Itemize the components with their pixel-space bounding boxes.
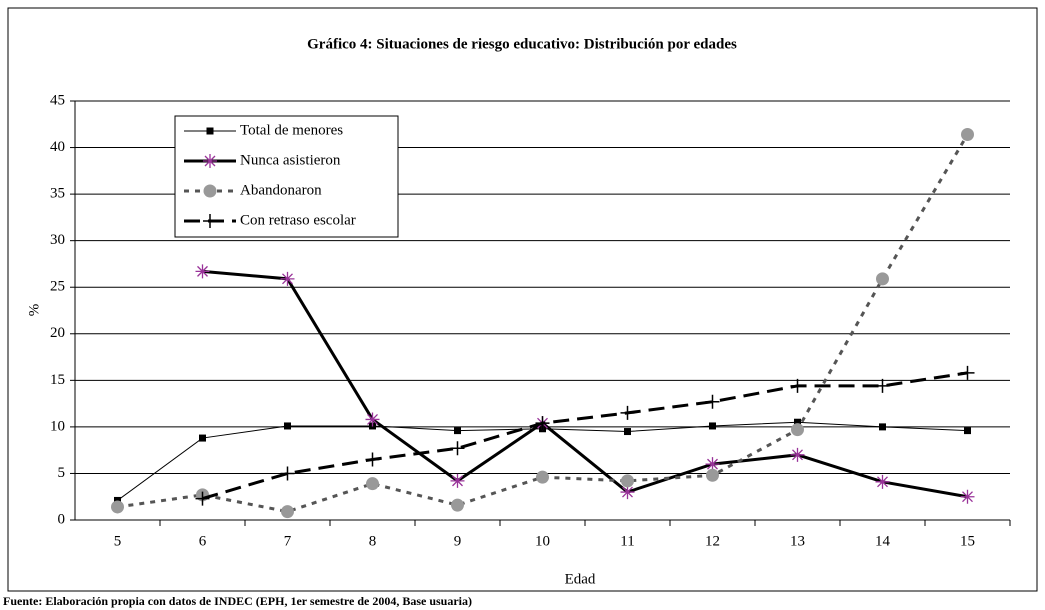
marker <box>876 272 889 286</box>
marker <box>706 468 719 482</box>
marker <box>284 422 291 430</box>
marker <box>535 416 550 431</box>
x-tick-label: 5 <box>114 533 122 549</box>
x-tick-label: 13 <box>790 533 805 549</box>
marker <box>199 434 206 442</box>
legend-label: Abandonaron <box>240 182 322 198</box>
y-tick-label: 5 <box>58 465 66 481</box>
marker <box>961 128 974 142</box>
marker <box>794 418 801 426</box>
marker <box>281 505 294 519</box>
marker <box>791 423 804 437</box>
marker <box>451 498 464 512</box>
marker <box>195 491 210 506</box>
marker <box>705 457 720 472</box>
y-tick-label: 20 <box>50 325 65 341</box>
marker <box>790 447 805 462</box>
marker <box>875 378 890 393</box>
source-note: Fuente: Elaboración propia con datos de … <box>3 594 472 608</box>
marker <box>365 412 380 427</box>
marker <box>365 452 380 467</box>
x-tick-label: 14 <box>875 533 891 549</box>
marker <box>705 394 720 409</box>
marker <box>709 422 716 430</box>
marker <box>454 427 461 435</box>
legend-box <box>174 115 399 238</box>
y-tick-label: 0 <box>58 511 66 527</box>
x-tick-label: 15 <box>960 533 975 549</box>
x-tick-label: 8 <box>369 533 377 549</box>
x-tick-label: 10 <box>535 533 550 549</box>
marker <box>280 271 295 286</box>
y-tick-label: 40 <box>50 139 65 155</box>
marker <box>624 428 631 436</box>
x-tick-label: 11 <box>620 533 634 549</box>
y-axis-label: % <box>26 304 42 317</box>
marker <box>620 485 635 500</box>
marker <box>450 473 465 488</box>
x-tick-label: 9 <box>454 533 462 549</box>
marker <box>206 127 214 135</box>
marker <box>203 184 217 198</box>
marker <box>366 477 379 491</box>
marker <box>620 405 635 420</box>
marker <box>195 264 210 279</box>
series-line <box>202 371 968 501</box>
marker <box>960 489 975 504</box>
x-axis-label: Edad <box>565 571 596 587</box>
legend-label: Con retraso escolar <box>240 212 356 228</box>
x-tick-label: 12 <box>705 533 720 549</box>
marker <box>879 423 886 431</box>
marker <box>790 378 805 393</box>
marker <box>964 427 971 435</box>
marker <box>960 365 975 380</box>
marker <box>203 154 217 168</box>
x-tick-label: 6 <box>199 533 207 549</box>
marker <box>450 441 465 456</box>
marker <box>114 496 121 504</box>
marker <box>203 214 217 228</box>
y-tick-label: 35 <box>50 186 65 202</box>
y-tick-label: 10 <box>50 418 65 434</box>
y-tick-label: 25 <box>50 279 65 295</box>
series-line <box>202 269 968 499</box>
marker <box>621 474 634 488</box>
chart-frame <box>7 7 1038 592</box>
x-tick-label: 7 <box>284 533 292 549</box>
chart-title: Gráfico 4: Situaciones de riesgo educati… <box>307 36 737 52</box>
marker <box>280 466 295 481</box>
y-tick-label: 45 <box>50 92 65 108</box>
series-line <box>117 133 969 514</box>
marker <box>111 500 124 514</box>
legend-label: Total de menores <box>240 122 343 138</box>
y-tick-label: 15 <box>50 372 65 388</box>
marker <box>536 470 549 484</box>
legend-label: Nunca asistieron <box>240 152 341 168</box>
marker <box>875 474 890 489</box>
legend: Total de menores Nunca asistieron Abandona… <box>174 115 399 238</box>
y-tick-label: 30 <box>50 232 65 248</box>
